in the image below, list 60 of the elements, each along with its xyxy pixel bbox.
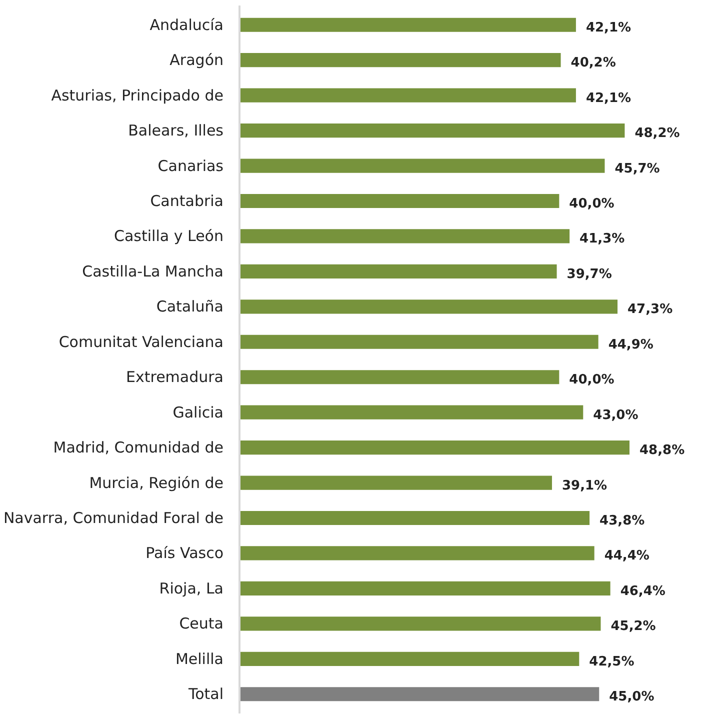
y-tick-label: País Vasco [146, 544, 224, 562]
data-label: 47,3% [628, 302, 673, 318]
bar [240, 687, 600, 702]
data-label: 48,8% [640, 443, 685, 458]
bar [240, 158, 605, 173]
data-label: 42,1% [586, 20, 632, 36]
bar [240, 476, 552, 490]
bar [240, 88, 576, 102]
y-tick-label: Melilla [175, 650, 224, 668]
bar [240, 440, 630, 455]
data-label: 43,8% [600, 514, 645, 529]
data-label: 44,9% [608, 337, 654, 352]
data-label: 40,0% [569, 372, 614, 388]
data-label: 39,1% [562, 478, 608, 494]
bar [240, 546, 594, 560]
bar [240, 616, 601, 631]
y-tick-label: Ceuta [179, 614, 224, 633]
y-tick-label: Rioja, La [159, 579, 224, 598]
bar [240, 370, 560, 384]
data-label: 39,7% [566, 266, 612, 282]
y-tick-label: Canarias [158, 156, 224, 175]
bar [240, 300, 618, 314]
data-label: 40,0% [569, 196, 614, 212]
data-label: 42,5% [589, 654, 634, 670]
y-tick-label: Murcia, Región de [89, 474, 224, 492]
y-tick-label: Asturias, Principado de [51, 86, 224, 104]
y-tick-label: Galicia [172, 403, 224, 422]
data-label: 45,7% [614, 161, 660, 176]
y-tick-label: Cantabria [150, 192, 224, 210]
bar [240, 652, 580, 666]
data-label: 45,2% [610, 619, 656, 634]
y-tick-label: Extremadura [126, 368, 224, 386]
data-label: 40,2% [570, 56, 616, 71]
bar [240, 264, 557, 278]
bar [240, 18, 576, 32]
bar [240, 194, 560, 208]
y-tick-label: Castilla y León [114, 227, 224, 246]
bar [240, 229, 570, 244]
y-tick-label: Castilla-La Mancha [82, 262, 224, 280]
data-label: 45,0% [609, 690, 654, 705]
y-tick-label: Total [187, 685, 224, 704]
bar [240, 334, 598, 349]
y-tick-label: Comunitat Valenciana [58, 332, 224, 351]
bar [240, 510, 590, 526]
bar [240, 405, 584, 420]
data-label: 43,0% [593, 408, 638, 423]
data-label: 42,1% [586, 90, 632, 106]
bar [240, 53, 561, 68]
data-label: 48,2% [634, 126, 680, 142]
data-label: 44,4% [604, 548, 650, 564]
bar [240, 124, 625, 138]
y-tick-label: Cataluña [156, 298, 224, 316]
y-tick-label: Aragón [170, 51, 224, 70]
data-label: 41,3% [580, 232, 625, 247]
y-tick-label: Andalucía [150, 16, 224, 34]
y-tick-label: Navarra, Comunidad Foral de [3, 509, 224, 528]
y-tick-label: Madrid, Comunidad de [53, 438, 224, 457]
y-tick-label: Balears, Illes [128, 122, 224, 140]
bar [240, 581, 610, 596]
data-label: 46,4% [620, 584, 666, 599]
